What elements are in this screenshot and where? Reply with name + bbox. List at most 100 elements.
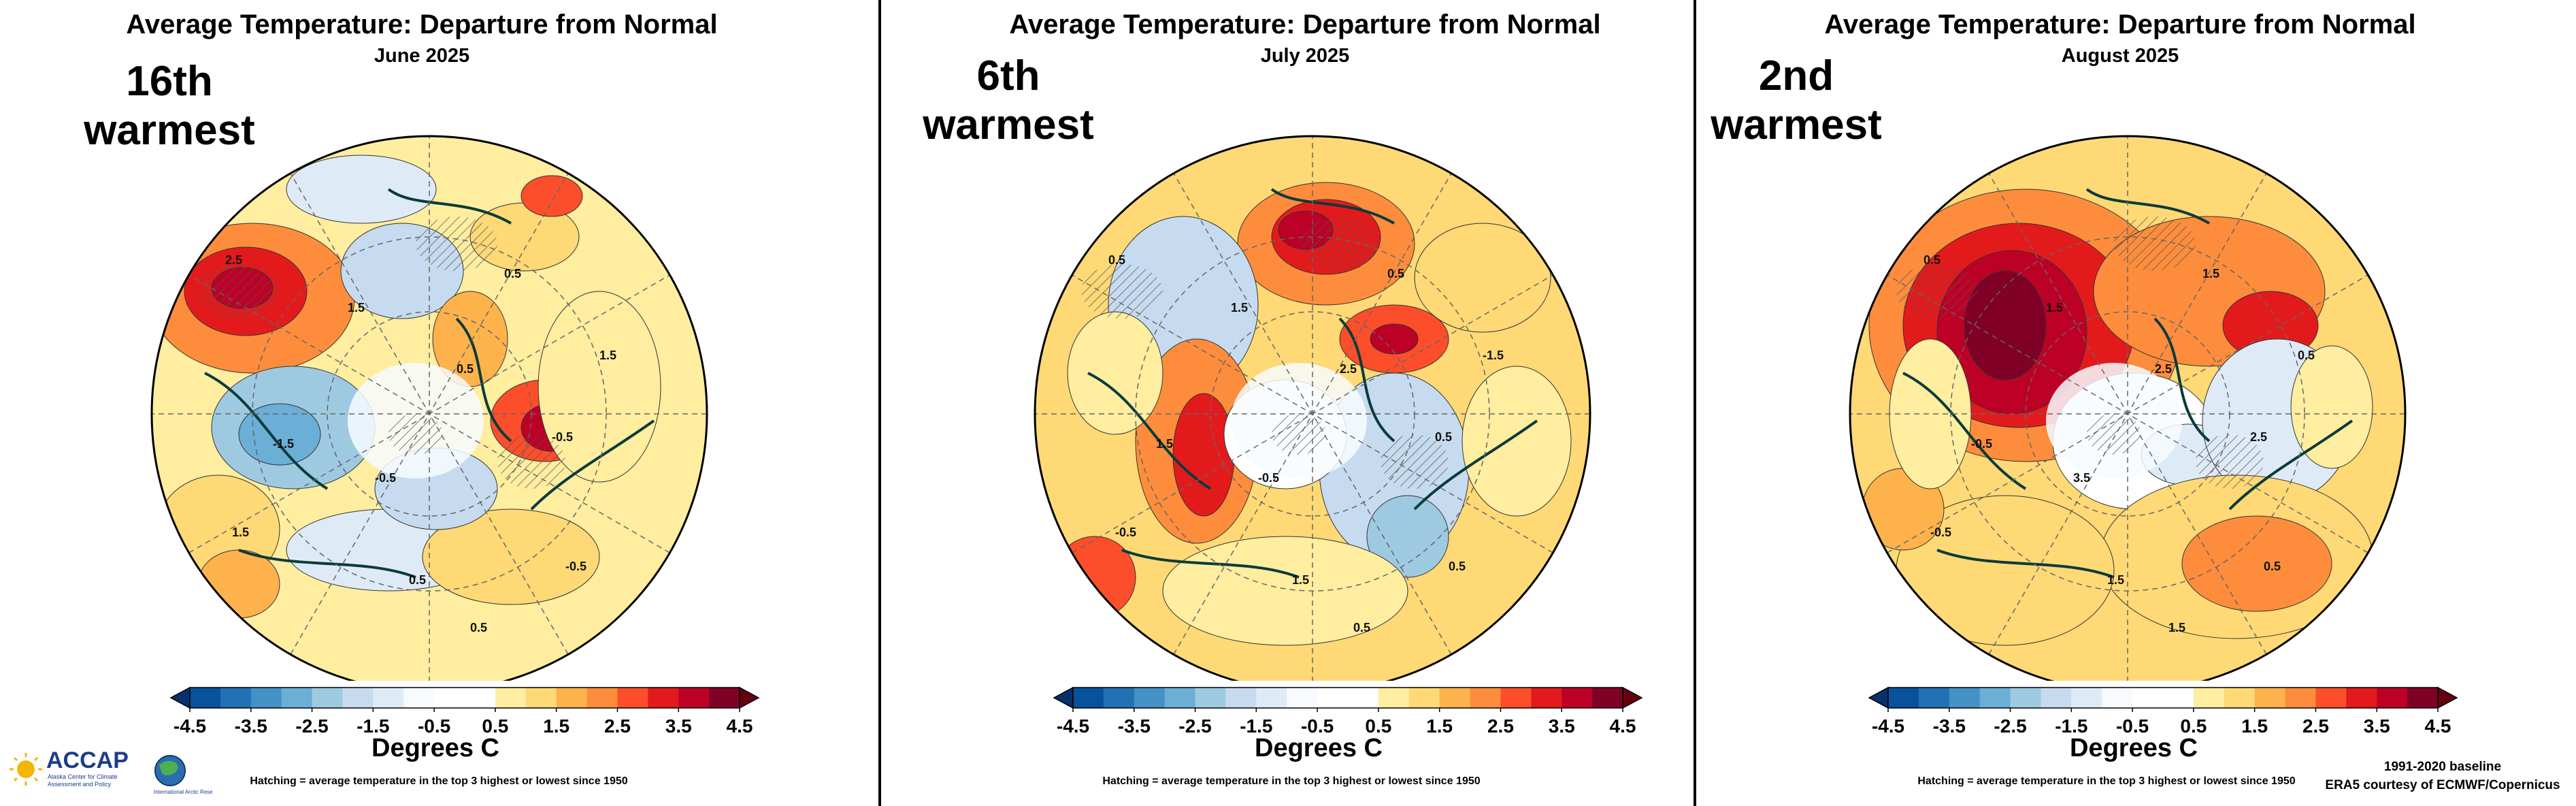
accap-logo: ACCAP Alaska Center for Climate Assessme…	[10, 747, 212, 795]
colorbar-swatch	[1439, 688, 1471, 708]
hatching-area	[416, 216, 497, 271]
meridian	[188, 274, 670, 553]
colorbar-swatch	[1531, 688, 1562, 708]
contour-label: 1.5	[2168, 621, 2185, 634]
contour-label: 2.5	[2250, 430, 2267, 444]
anomaly-region	[2290, 345, 2373, 469]
colorbar-frame	[1887, 687, 2439, 709]
contour-label: 0.5	[470, 621, 487, 634]
coastline	[455, 317, 512, 442]
contour-label: 0.5	[1387, 267, 1404, 280]
colorbar-swatch	[2193, 688, 2225, 708]
partner-text: International Arctic Research Center	[154, 789, 212, 795]
colorbar-swatch	[1888, 688, 1919, 708]
colorbar-swatch	[2407, 688, 2439, 708]
coastline	[1338, 317, 1396, 442]
colorbar-swatch	[2041, 688, 2072, 708]
contour-label: 1.5	[2046, 301, 2063, 315]
colorbar-high-arrow	[1622, 686, 1643, 709]
temperature-field: 0.5 1.5 2.5 3.5 -0.5 1.5 0.5 2.5 1.5 0.5 -0.5 1.5	[1850, 136, 2405, 681]
contour-label: 1.5	[1156, 437, 1173, 451]
panel-title: Average Temperature: Departure from Norm…	[1009, 10, 1601, 39]
coastline	[2153, 317, 2211, 442]
colorbar-swatch	[2132, 688, 2164, 708]
colorbar-swatch	[1918, 688, 1950, 708]
contour-label: 3.5	[2073, 471, 2090, 485]
coastline	[2228, 419, 2354, 511]
colorbar-swatch	[2377, 688, 2408, 708]
colorbar-tick-label: -2.5	[295, 715, 328, 737]
colorbar-swatch	[1256, 688, 1287, 708]
contour-label: 1.5	[232, 526, 249, 539]
colorbar-tick-label: -4.5	[174, 715, 206, 737]
colorbar-label: Degrees C	[1255, 734, 1383, 762]
meridian	[1887, 274, 2368, 553]
colorbar-swatch	[403, 688, 435, 708]
hatching-note: Hatching = average temperature in the to…	[1102, 775, 1481, 787]
contour-label: 0.5	[1435, 430, 1452, 444]
contour-label: -1.5	[273, 437, 294, 451]
colorbar-swatch	[250, 688, 282, 708]
map-border	[1849, 135, 2407, 681]
contour-label: 2.5	[1340, 362, 1357, 376]
colorbar-swatch	[2254, 688, 2286, 708]
colorbar-tick-label: 2.5	[1487, 715, 1514, 737]
colorbar-frame	[1072, 687, 1623, 709]
colorbar-swatch	[434, 688, 465, 708]
baseline-note: 1991-2020 baseline	[2383, 760, 2502, 774]
colorbar: -4.5 -3.5 -2.5 -1.5 -0.5 0.5 1.5 2.5 3.5 4.5	[1053, 686, 1643, 737]
colorbar-swatch	[1470, 688, 1501, 708]
colorbar-swatch	[678, 688, 710, 708]
hatching-area	[1896, 264, 1978, 319]
sun-icon	[10, 753, 42, 786]
colorbar-swatch	[1103, 688, 1135, 708]
polar-temperature-map: 0.5 1.5 2.5 3.5 -0.5 1.5 0.5 2.5 1.5 0.5 -0.5 1.5	[1849, 135, 2407, 681]
colorbar: -4.5 -3.5 -2.5 -1.5 -0.5 0.5 1.5 2.5 3.5 4.5	[1868, 686, 2458, 737]
contour-label: -0.5	[1258, 471, 1279, 485]
rank-word: warmest	[1711, 101, 1882, 148]
colorbar-swatch	[2010, 688, 2041, 708]
map-panel-august: Average Temperature: Departure from Norm…	[1691, 0, 2549, 806]
colorbar-swatch	[1348, 688, 1379, 708]
contour-label: 0.5	[1108, 253, 1125, 267]
colorbar-tick-label: 4.5	[2425, 715, 2451, 737]
panel-month: June 2025	[374, 45, 470, 67]
coastline	[238, 549, 416, 579]
contour-label: -0.5	[552, 430, 573, 444]
contour-label: 0.5	[2264, 560, 2281, 573]
globe-icon	[154, 755, 186, 786]
colorbar-swatch	[1225, 688, 1257, 708]
coastline	[1936, 549, 2115, 579]
colorbar-tick-label: 3.5	[2364, 715, 2390, 737]
colorbar-tick-label: -3.5	[235, 715, 267, 737]
contour-label: 2.5	[225, 253, 242, 267]
hatching-area	[1299, 216, 1381, 271]
colorbar-tick-label: -0.5	[2116, 715, 2149, 737]
colorbar-label: Degrees C	[371, 734, 499, 762]
colorbar-tick-label: 1.5	[1426, 715, 1453, 737]
logo-tagline-2: Assessment and Policy	[48, 781, 112, 788]
contour-label: 0.5	[1449, 560, 1466, 573]
colorbar-tick-label: -1.5	[357, 715, 389, 737]
temperature-field: 2.5 1.5 0.5 -0.5 -1.5 0.5 1.5 -0.5 0.5 -0.5 1.5 0.5	[152, 136, 707, 681]
anomaly-region	[1964, 270, 2047, 381]
contour-label: 0.5	[457, 362, 474, 376]
contour-label: 0.5	[2298, 349, 2315, 362]
contour-label: 0.5	[409, 573, 426, 587]
logo-tagline-1: Alaska Center for Climate	[48, 773, 118, 780]
colorbar-tick-label: -0.5	[418, 715, 450, 737]
coastline	[1087, 372, 1212, 490]
colorbar-tick-label: 0.5	[1365, 715, 1391, 737]
coastline	[1413, 419, 1538, 511]
colorbar-swatch	[556, 688, 588, 708]
contour-label: -0.5	[565, 560, 587, 573]
warmest-rank: 2nd warmest	[1704, 52, 1888, 150]
map-border	[1034, 135, 1591, 681]
colorbar-label: Degrees C	[2070, 734, 2198, 762]
rank-ordinal: 16th	[126, 58, 213, 105]
panel-title: Average Temperature: Departure from Norm…	[1824, 10, 2416, 39]
colorbar-swatch	[2346, 688, 2377, 708]
coastline	[387, 188, 512, 225]
colorbar-low-arrow	[169, 686, 191, 709]
colorbar-high-arrow	[739, 686, 760, 709]
